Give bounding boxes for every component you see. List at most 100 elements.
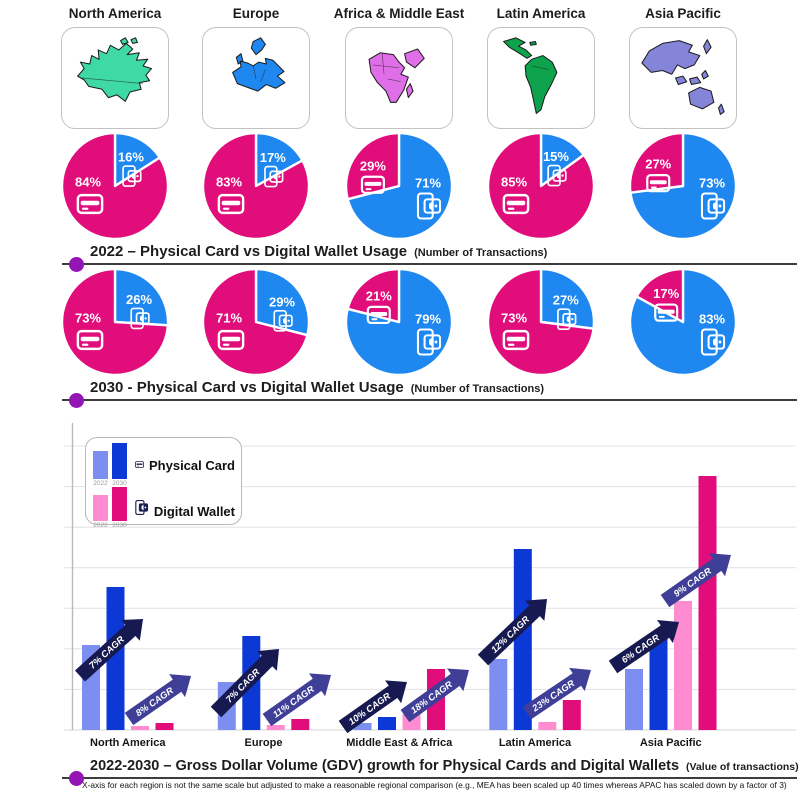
label: 73%	[75, 311, 101, 326]
asia-pacific-map-card	[629, 27, 737, 129]
bar-dw-2030-asia-pacific	[698, 476, 717, 730]
bar-dw-2022-asia-pacific	[674, 601, 692, 730]
bar-pc-2030-north-america	[106, 587, 125, 730]
pie-2030-asia-pacific: 83% 17%	[628, 267, 738, 377]
bar-dw-2022-europe	[266, 725, 285, 730]
label: 71%	[216, 311, 242, 326]
bar-pc-2022-asia-pacific	[625, 669, 643, 730]
label: 21%	[366, 288, 392, 303]
region-column-latin-america: Latin America	[466, 6, 616, 129]
pie-2022-latin-america: 15% 85%	[486, 131, 596, 241]
digital-wallet-slice	[254, 131, 304, 188]
label: 85%	[501, 175, 527, 190]
pie-2022-north-america: 16% 84%	[60, 131, 170, 241]
legend-year-label: 2022	[93, 522, 108, 529]
region-column-asia-pacific: Asia Pacific	[608, 6, 758, 129]
legend-swatch-dw-2022: 2022	[93, 495, 108, 529]
physical-card-slice	[635, 267, 685, 324]
label: 83%	[216, 175, 242, 190]
legend-row-physical-card: 2022 2030 Physical Card	[93, 443, 235, 487]
label: 71%	[415, 176, 441, 191]
africa-middle-east-map-card	[345, 27, 453, 129]
legend-swatch-dw-2030: 2030	[112, 487, 127, 529]
region-title-africa-middle-east: Africa & Middle East	[333, 6, 465, 21]
caption-2030-usage: 2030 - Physical Card vs Digital Wallet U…	[62, 379, 797, 408]
bar-pc-2030-middle-east-africa	[378, 717, 396, 730]
pie-2030-latin-america: 27% 73%	[486, 267, 596, 377]
asia-pacific-map-icon	[641, 39, 725, 115]
pie-2030-europe: 29% 71%	[201, 267, 311, 377]
legend-year-label: 2030	[112, 480, 127, 487]
region-title-north-america: North America	[68, 6, 162, 21]
europe-map-card	[202, 27, 310, 129]
label: 29%	[360, 158, 386, 173]
digital-wallet-slice	[113, 267, 170, 327]
cagr-arrow-dw-asia-pacific: 9% CAGR	[660, 553, 731, 608]
digital-wallet-slice	[254, 267, 311, 337]
label: 83%	[699, 312, 725, 327]
north-america-map-card	[61, 27, 169, 129]
label: 84%	[75, 175, 101, 190]
legend-label-physical-card: Physical Card	[149, 458, 235, 473]
region-column-africa-middle-east: Africa & Middle East	[324, 6, 474, 129]
label: 17%	[653, 286, 679, 301]
region-title-europe: Europe	[232, 6, 280, 21]
bar-dw-2022-north-america	[131, 726, 149, 730]
label: 29%	[269, 294, 295, 309]
scale-footnote: X-axis for each region is not the same s…	[82, 780, 787, 790]
bar-dw-2022-latin-america	[538, 722, 557, 730]
legend-row-digital-wallet: 2022 2030 Digital Wallet	[93, 487, 235, 529]
bar-dw-2030-latin-america	[562, 700, 581, 730]
physical-card-slice	[346, 267, 401, 324]
legend-year-label: 2030	[112, 522, 127, 529]
caption-bar-subtitle: (Value of transactions)	[686, 761, 799, 773]
legend-year-label: 2022	[93, 480, 108, 487]
bar-pc-2022-latin-america	[489, 659, 508, 730]
pie-2022-europe: 17% 83%	[201, 131, 311, 241]
europe-map-icon	[232, 37, 286, 92]
caption-2022-subtitle: (Number of Transactions)	[414, 247, 548, 259]
digital-wallet-icon	[135, 494, 149, 521]
pie-row-2022: 16% 84% 17% 83% 71% 29% 15% 85% 73% 27%	[60, 131, 738, 241]
legend-swatch-pc-2030: 2030	[112, 443, 127, 487]
category-label-middle-east-africa: Middle East & Africa	[346, 737, 453, 749]
label: 27%	[645, 157, 671, 172]
label: 27%	[553, 293, 579, 308]
legend-swatch-pc-2022: 2022	[93, 451, 108, 487]
caption-2022-usage: 2022 – Physical Card vs Digital Wallet U…	[62, 243, 797, 272]
legend-label-digital-wallet: Digital Wallet	[153, 504, 235, 519]
label: 73%	[699, 176, 725, 191]
caption-2030-subtitle: (Number of Transactions)	[410, 383, 544, 395]
pie-2030-africa-middle-east: 79% 21%	[344, 267, 454, 377]
region-column-north-america: North America	[40, 6, 190, 129]
pie-2022-asia-pacific: 73% 27%	[628, 131, 738, 241]
region-title-latin-america: Latin America	[496, 6, 586, 21]
region-title-asia-pacific: Asia Pacific	[645, 6, 721, 21]
credit-card-icon	[135, 454, 144, 475]
caption-bullet-icon	[69, 256, 84, 272]
bar-pc-2030-latin-america	[513, 549, 532, 730]
label: 17%	[260, 150, 286, 165]
cagr-arrow-dw-north-america: 8% CAGR	[124, 674, 192, 726]
digital-wallet-slice	[539, 267, 596, 330]
latin-america-map-icon	[503, 37, 558, 115]
north-america-map-icon	[77, 37, 152, 102]
bar-chart-legend: 2022 2030 Physical Card 2022 2030 Digita…	[85, 437, 242, 529]
pie-row-2030: 26% 73% 29% 71% 79% 21% 27% 73% 83% 17%	[60, 267, 738, 377]
caption-2022-title: 2022 – Physical Card vs Digital Wallet U…	[90, 243, 408, 260]
label: 79%	[415, 312, 441, 327]
category-label-latin-america: Latin America	[499, 737, 572, 749]
category-label-asia-pacific: Asia Pacific	[640, 737, 702, 749]
caption-gdv-growth: 2022-2030 – Gross Dollar Volume (GDV) gr…	[62, 758, 799, 786]
label: 15%	[543, 149, 569, 164]
caption-bullet-icon	[69, 392, 84, 408]
africa-middle-east-map-icon	[368, 48, 425, 103]
caption-bullet-icon	[69, 770, 84, 786]
caption-2030-title: 2030 - Physical Card vs Digital Wallet U…	[90, 379, 404, 396]
label: 73%	[501, 311, 527, 326]
category-label-europe: Europe	[245, 737, 283, 749]
latin-america-map-card	[487, 27, 595, 129]
bar-dw-2030-north-america	[155, 723, 174, 730]
region-column-europe: Europe	[181, 6, 331, 129]
